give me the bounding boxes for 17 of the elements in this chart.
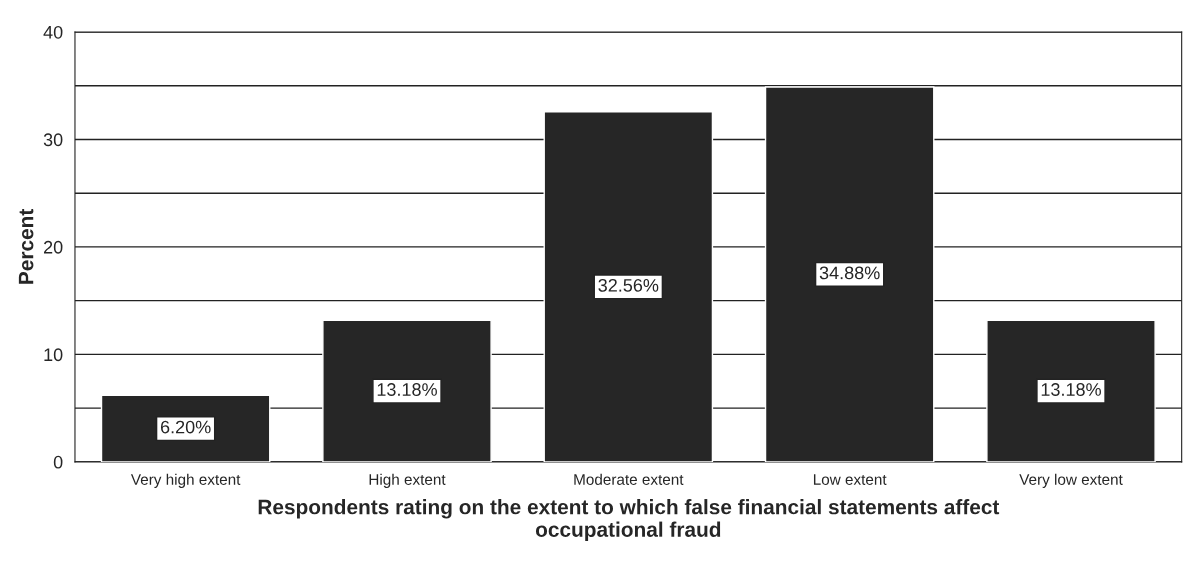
- data-label: 13.18%: [1041, 383, 1101, 396]
- data-label: 13.18%: [377, 383, 437, 396]
- data-label: 6.20%: [160, 420, 211, 434]
- x-tick-label: High extent: [369, 473, 446, 488]
- y-tick-label: 20: [43, 240, 63, 254]
- y-tick-label: 40: [43, 25, 63, 39]
- x-tick-label: Very low extent: [1019, 473, 1123, 488]
- y-tick-label: 10: [44, 348, 63, 362]
- y-tick-label: 0: [53, 455, 63, 469]
- data-label: 34.88%: [819, 266, 880, 280]
- x-tick-label: Moderate extent: [574, 473, 684, 485]
- data-label: 32.56%: [598, 278, 659, 292]
- x-tick-label: Very high extent: [130, 473, 241, 488]
- y-axis-title: Percent: [18, 208, 34, 284]
- x-axis-title: Respondents rating on the extent to which false financial statements affect occupational fraud: [258, 499, 1000, 542]
- y-tick-label: 30: [43, 133, 63, 147]
- x-tick-label: Low extent: [813, 474, 887, 485]
